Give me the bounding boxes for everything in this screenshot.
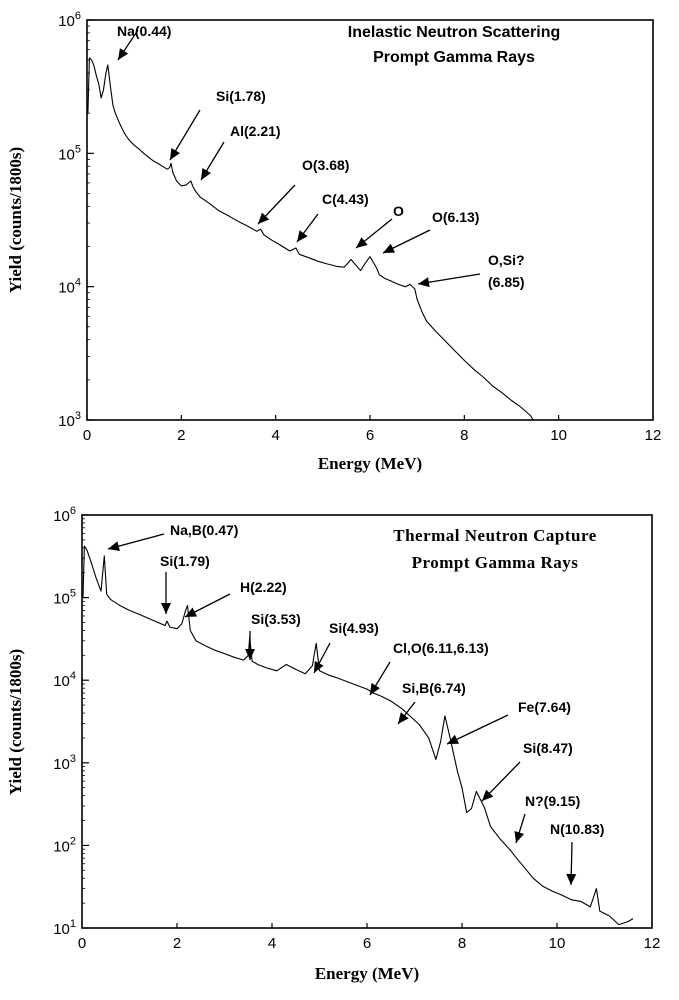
peak-arrow-head [314,660,324,673]
peak-arrow-head [161,603,171,614]
peak-arrow-head [201,168,211,180]
y-tick-label: 101 [53,918,76,938]
x-axis-label: Energy (MeV) [315,964,419,983]
x-tick-label: 2 [177,427,185,444]
peak-arrow-head [370,683,380,695]
spectrum-line [87,57,534,421]
peak-label: O,Si? [488,252,525,268]
peak-label: H(2.22) [240,579,287,595]
peak-arrow-head [482,789,494,801]
x-tick-label: 0 [83,427,91,444]
peak-label: Si(4.93) [329,620,379,636]
inelastic-chart: 0 2 4 6 8 10 12 103 104 105 106 Na(0.44) Si(1.78) Al… [6,10,661,473]
peak-arrow-head [185,607,198,617]
y-tick-label: 102 [53,835,76,855]
peak-arrow-head [258,212,270,224]
peak-label: Na,B(0.47) [170,522,238,538]
x-tick-label: 12 [645,427,662,444]
x-tick-label: 8 [458,935,466,952]
peak-label: Na(0.44) [117,23,171,39]
peak-arrow-head [447,734,460,744]
x-tick-label: 6 [363,935,371,952]
peak-label: N(10.83) [550,821,604,837]
y-tick-label: 103 [53,753,76,773]
x-tick-label: 0 [78,935,86,952]
peak-annotations: Na(0.44) Si(1.78) Al(2.21) O(3.68) C(4.43) O O… [117,23,525,290]
peak-label: O(3.68) [302,157,349,173]
peak-label: O(6.13) [432,209,479,225]
y-tick-label: 106 [58,10,81,30]
chart-title-line-1: Inelastic Neutron Scattering [348,24,561,41]
peak-arrow-head [245,649,255,660]
x-tick-label: 4 [271,427,279,444]
peak-arrow-head [566,873,577,885]
plot-frame [86,19,654,421]
plot-frame [81,514,653,929]
peak-label: Si(8.47) [523,740,573,756]
peak-label: Cl,O(6.11,6.13) [393,640,489,656]
x-axis-label: Energy (MeV) [318,454,422,473]
peak-arrow-head [297,230,308,242]
peak-label: C(4.43) [322,191,369,207]
y-axis-label: Yield (counts/1800s) [6,649,25,795]
x-tick-label: 6 [366,427,374,444]
peak-arrow-head [170,147,180,160]
y-tick-label: 104 [58,277,81,297]
x-tick-label: 12 [644,935,661,952]
y-tick-label: 105 [53,588,76,608]
peak-label: Si(1.78) [216,88,266,104]
peak-label: Si(3.53) [251,611,301,627]
spectrum-series [82,545,634,926]
peak-arrow-head [108,541,120,551]
axis-ticks: 0 2 4 6 8 10 12 101 102 103 104 105 106 [53,505,660,952]
peak-arrow-line [446,714,509,745]
peak-arrow-head [418,277,430,288]
x-tick-label: 10 [550,427,567,444]
spectrum-line [82,545,634,926]
peak-arrow-head [383,243,396,253]
y-tick-label: 105 [58,143,81,163]
axis-ticks: 0 2 4 6 8 10 12 103 104 105 106 [58,10,661,444]
spectrum-series [87,57,534,421]
peak-label: (6.85) [488,274,525,290]
peak-arrow-head [398,712,409,724]
y-axis-label: Yield (counts/1800s) [6,147,25,293]
peak-annotations: Na,B(0.47) Si(1.79) H(2.22) Si(3.53) Si(4.93… [107,522,604,886]
y-tick-label: 104 [53,670,76,690]
peak-label: Fe(7.64) [518,699,571,715]
peak-label: O [393,203,404,219]
y-tick-label: 103 [58,410,81,430]
capture-chart: 0 2 4 6 8 10 12 101 102 103 104 105 106 Na,B(0.47) Si… [6,505,660,983]
peak-arrow-head [514,831,525,843]
peak-arrow-head [356,237,368,248]
peak-label: Al(2.21) [230,123,281,139]
peak-label: Si(1.79) [160,553,210,569]
x-tick-label: 2 [173,935,181,952]
chart-title-line-2: Prompt Gamma Rays [373,49,535,66]
peak-label: Si,B(6.74) [402,680,466,696]
x-tick-label: 4 [268,935,276,952]
peak-label: N?(9.15) [525,793,580,809]
chart-title-line-2: Prompt Gamma Rays [412,553,579,572]
x-tick-label: 8 [460,427,468,444]
chart-title-line-1: Thermal Neutron Capture [393,526,597,545]
peak-arrow-head [118,48,129,60]
y-tick-label: 106 [53,505,76,525]
x-tick-label: 10 [549,935,566,952]
